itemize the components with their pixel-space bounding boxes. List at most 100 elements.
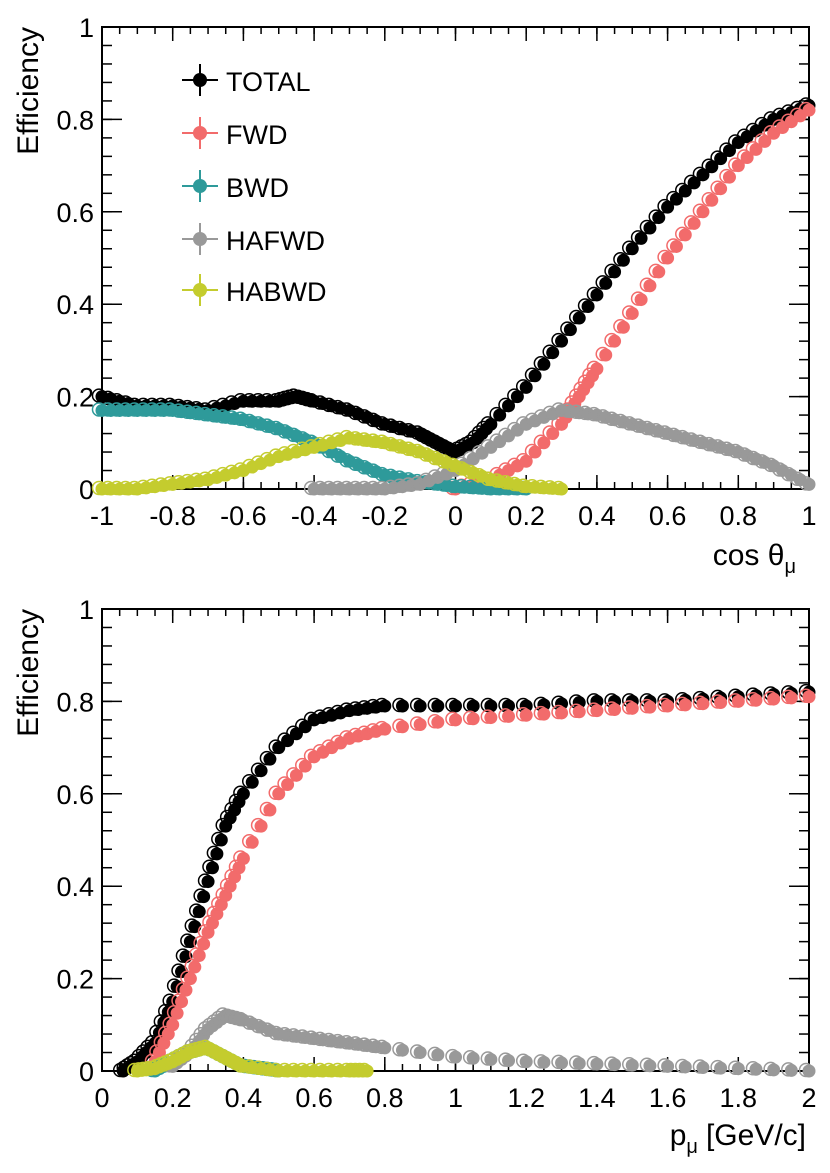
- top-series-habwd: [91, 429, 569, 496]
- top-point-fwd: [661, 251, 675, 265]
- bottom-point-fwd: [643, 700, 657, 714]
- top-ytick-label: 0.2: [56, 383, 94, 413]
- top-point-fwd: [625, 306, 639, 320]
- top-point-fwd: [722, 170, 736, 184]
- bottom-point-total: [466, 699, 480, 713]
- legend-entry-fwd: FWD: [182, 117, 287, 150]
- bottom-point-fwd: [431, 715, 445, 729]
- top-point-fwd: [590, 362, 604, 376]
- bottom-xlabel-main: p: [670, 1119, 687, 1152]
- top-xlabel-main: cos θ: [713, 539, 785, 572]
- top-point-total: [510, 390, 524, 404]
- bottom-point-fwd: [466, 712, 480, 726]
- bottom-ytick-label: 0.4: [56, 872, 94, 902]
- top-series-hafwd: [303, 402, 816, 496]
- bottom-point-fwd: [413, 718, 427, 731]
- bottom-point-total: [263, 752, 277, 766]
- bottom-point-hafwd: [784, 1063, 798, 1077]
- bottom-point-total: [183, 935, 197, 949]
- top-legend: TOTAL FWD BWD HAFWD: [182, 64, 327, 307]
- top-point-fwd: [705, 193, 719, 207]
- legend-marker-hafwd: [193, 232, 207, 246]
- legend-entry-habwd: HABWD: [182, 274, 327, 307]
- bottom-ytick-label: 0.2: [56, 965, 94, 995]
- bottom-point-total: [210, 847, 224, 861]
- bottom-point-total: [254, 764, 268, 778]
- bottom-point-total: [192, 905, 206, 919]
- top-point-total: [652, 211, 666, 225]
- top-point-fwd: [528, 445, 542, 459]
- top-xlabel-sub: μ: [784, 556, 796, 578]
- bottom-panel: 0 0.2 0.4 0.6 0.8 1 1.2 1.4 1.6 1.8 2 0 0.2 0.4 0.6 0.…: [12, 595, 817, 1158]
- bottom-point-hafwd: [802, 1064, 816, 1078]
- bottom-point-hafwd: [431, 1048, 445, 1062]
- bottom-point-total: [201, 875, 215, 889]
- bottom-ytick-label: 1: [79, 595, 94, 625]
- legend-label-hafwd: HAFWD: [226, 226, 325, 256]
- bottom-point-hafwd: [449, 1050, 462, 1064]
- bottom-point-fwd: [625, 701, 639, 715]
- top-ylabel: Efficiency: [12, 27, 45, 155]
- bottom-xtick-label: 0.4: [225, 1083, 263, 1113]
- top-point-fwd: [546, 427, 560, 441]
- bottom-point-hafwd: [590, 1057, 604, 1071]
- bottom-xtick-labels: 0 0.2 0.4 0.6 0.8 1 1.2 1.4 1.6 1.8 2: [94, 1083, 816, 1113]
- top-point-total: [537, 357, 551, 371]
- bottom-point-fwd: [179, 983, 193, 997]
- legend-marker-bwd: [193, 179, 207, 193]
- top-ytick-label: 0: [79, 475, 94, 505]
- bottom-point-fwd: [166, 1018, 180, 1032]
- bottom-point-fwd: [192, 949, 206, 962]
- bottom-point-fwd: [590, 704, 604, 718]
- bottom-xtick-label: 1.2: [507, 1083, 545, 1113]
- bottom-point-hafwd: [767, 1063, 781, 1077]
- top-xtick-label: -0.6: [220, 501, 267, 531]
- bottom-point-hafwd: [413, 1046, 427, 1060]
- bottom-point-hafwd: [519, 1055, 533, 1069]
- bottom-xtick-label: 0.2: [154, 1083, 192, 1113]
- bottom-point-total: [413, 699, 427, 713]
- bottom-point-total: [555, 697, 569, 711]
- bottom-point-total: [236, 787, 250, 801]
- top-panel: -1 -0.8 -0.6 -0.4 -0.2 0 0.2 0.4 0.6 0.8 1 0 0.2 0.4…: [12, 13, 817, 578]
- top-ytick-label: 0.8: [56, 105, 94, 135]
- bottom-point-total: [272, 741, 286, 755]
- bottom-point-total: [572, 696, 586, 710]
- bottom-xtick-label: 1.4: [578, 1083, 616, 1113]
- top-point-total: [546, 346, 560, 360]
- bottom-point-fwd: [555, 706, 569, 720]
- bottom-point-fwd: [749, 693, 763, 707]
- bottom-point-fwd: [289, 768, 303, 782]
- bottom-point-fwd: [272, 787, 286, 801]
- bottom-point-fwd: [731, 694, 745, 708]
- bottom-point-total: [378, 699, 392, 713]
- bottom-point-fwd: [188, 960, 202, 974]
- bottom-xlabel: pμ [GeV/c]: [670, 1119, 806, 1158]
- bottom-point-fwd: [254, 819, 268, 833]
- top-xtick-label: 0: [448, 501, 463, 531]
- bottom-point-hafwd: [502, 1054, 516, 1068]
- top-xlabel: cos θμ: [713, 539, 796, 578]
- bottom-point-hafwd: [625, 1058, 639, 1072]
- bottom-point-total: [537, 698, 551, 712]
- top-ytick-label: 0.4: [56, 290, 94, 320]
- bottom-point-fwd: [767, 692, 781, 706]
- bottom-point-fwd: [502, 709, 516, 723]
- top-point-total: [634, 231, 648, 245]
- bottom-point-hafwd: [731, 1062, 745, 1076]
- bottom-point-total: [245, 775, 259, 789]
- bottom-xtick-label: 0: [94, 1083, 109, 1113]
- top-point-fwd: [643, 279, 657, 293]
- top-point-total: [502, 399, 516, 413]
- legend-entry-total: TOTAL: [182, 64, 311, 97]
- bottom-point-hafwd: [678, 1060, 692, 1074]
- bottom-point-fwd: [245, 835, 259, 849]
- legend-marker-habwd: [193, 283, 207, 297]
- bottom-xtick-label: 2: [801, 1083, 816, 1113]
- top-point-fwd: [714, 182, 728, 196]
- top-point-total: [563, 323, 577, 337]
- top-point-total: [608, 265, 622, 279]
- bottom-point-total: [289, 727, 303, 741]
- bottom-point-total: [484, 699, 498, 713]
- bottom-ytick-label: 0.8: [56, 687, 94, 717]
